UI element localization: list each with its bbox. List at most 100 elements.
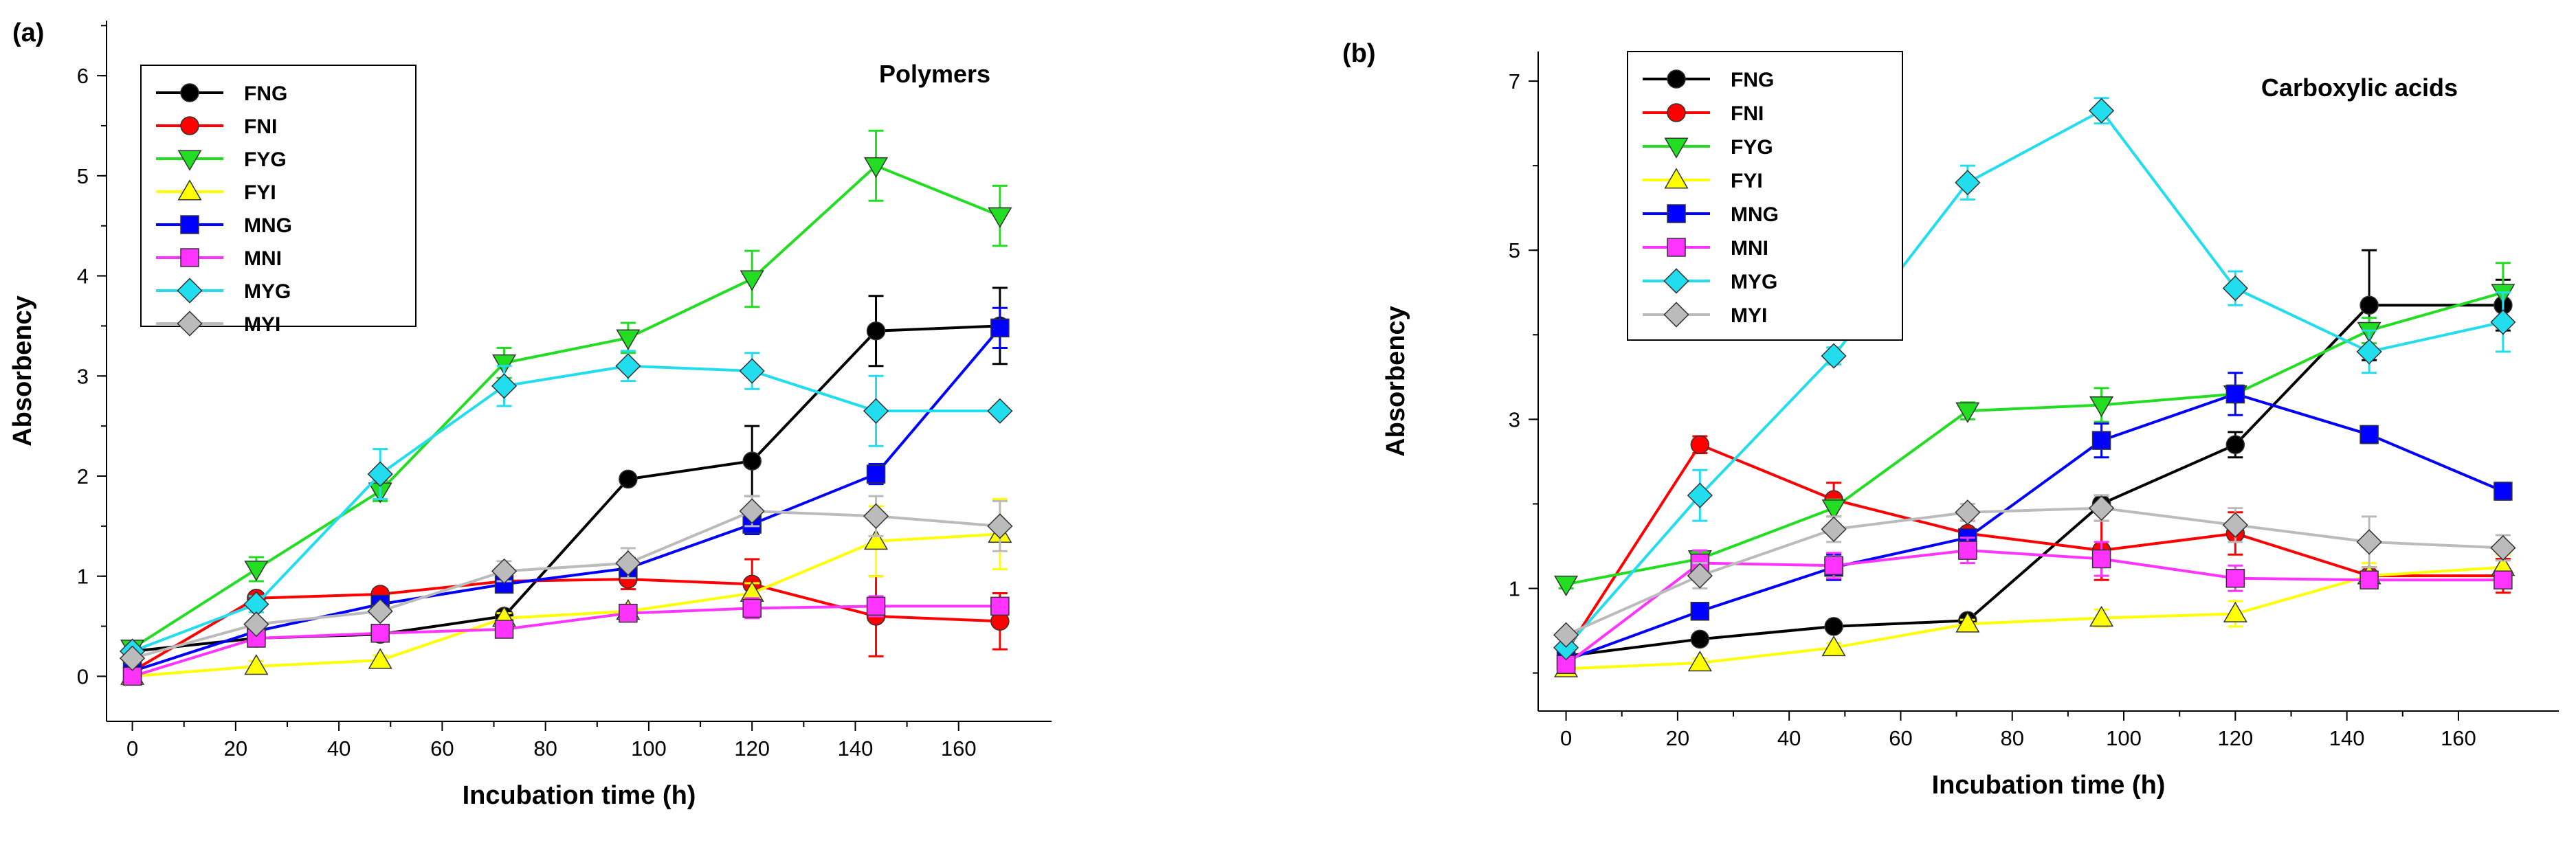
x-tick-label: 100 <box>2106 726 2142 750</box>
y-tick-label: 5 <box>1509 238 1520 262</box>
data-point <box>867 322 885 340</box>
x-tick-label: 120 <box>2217 726 2253 750</box>
data-point <box>1691 630 1709 648</box>
chart-title: Carboxylic acids <box>2261 74 2458 102</box>
legend-marker <box>1667 238 1685 256</box>
y-axis-label: Absorbency <box>1381 306 1410 457</box>
x-tick-label: 40 <box>1777 726 1801 750</box>
data-point <box>1555 576 1577 596</box>
x-tick-label: 40 <box>327 736 351 760</box>
legend-label: MNI <box>244 247 282 270</box>
legend-label: MYI <box>1731 304 1767 327</box>
legend-label: MNG <box>1731 203 1779 226</box>
legend-marker <box>181 84 199 102</box>
y-axis-label: Absorbency <box>8 295 37 447</box>
data-point <box>1691 436 1709 453</box>
data-point <box>864 399 888 423</box>
chart-panel-a: (a)0 20 40 60 80 100 120 140 1600123456Incubatio… <box>0 0 1278 845</box>
x-tick-label: 60 <box>430 736 454 760</box>
legend-marker <box>1667 104 1685 122</box>
legend-label: FYG <box>244 148 287 171</box>
data-point <box>1955 170 1979 194</box>
data-point <box>989 207 1012 227</box>
x-tick-label: 140 <box>2329 726 2365 750</box>
data-point <box>2223 276 2247 300</box>
legend-marker <box>181 216 199 234</box>
legend-label: MNI <box>1731 237 1768 260</box>
y-tick-label: 2 <box>77 464 89 488</box>
chart-panel-b: (b)0 20 40 60 80 100 120 140 1601357Incubation t… <box>1339 0 2576 845</box>
data-point <box>1955 500 1979 524</box>
legend-label: MNG <box>244 214 292 237</box>
data-point <box>2226 570 2244 587</box>
data-point <box>867 597 885 615</box>
legend-marker <box>1667 70 1685 88</box>
data-point <box>2360 571 2378 589</box>
data-point <box>1822 517 1846 541</box>
data-point <box>991 319 1009 337</box>
y-tick-label: 3 <box>1509 407 1520 431</box>
data-point <box>616 354 640 378</box>
legend-label: FNG <box>244 82 287 105</box>
legend-marker <box>181 117 199 135</box>
data-point <box>740 359 764 383</box>
x-axis-label: Incubation time (h) <box>463 781 696 810</box>
y-tick-label: 3 <box>77 364 89 388</box>
y-tick-label: 6 <box>77 64 89 88</box>
y-tick-label: 5 <box>77 164 89 188</box>
x-tick-label: 140 <box>838 736 874 760</box>
y-tick-label: 1 <box>77 565 89 589</box>
data-point <box>2089 99 2113 123</box>
data-point <box>619 605 637 622</box>
data-point <box>2226 436 2244 453</box>
data-point <box>743 599 761 617</box>
data-point <box>741 271 764 290</box>
data-point <box>2093 550 2111 567</box>
data-point <box>371 624 389 642</box>
panel-label: (b) <box>1342 39 1376 68</box>
data-point <box>492 374 516 398</box>
data-point <box>2360 296 2378 314</box>
data-point <box>1825 556 1843 574</box>
legend-label: FNI <box>1731 102 1764 125</box>
legend-label: FYI <box>244 181 276 204</box>
data-point <box>1691 602 1709 620</box>
x-tick-label: 120 <box>734 736 770 760</box>
x-tick-label: 160 <box>2441 726 2476 750</box>
data-point <box>1957 403 1979 422</box>
data-point <box>2226 385 2244 403</box>
data-point <box>867 465 885 483</box>
data-point <box>743 452 761 470</box>
data-point <box>2491 536 2515 560</box>
x-tick-label: 80 <box>533 736 557 760</box>
data-point <box>619 470 637 488</box>
x-tick-label: 20 <box>224 736 247 760</box>
data-point <box>2360 426 2378 444</box>
x-tick-label: 100 <box>631 736 667 760</box>
legend-label: MYI <box>244 313 280 336</box>
data-point <box>864 504 888 528</box>
data-point <box>2494 482 2512 500</box>
x-tick-label: 60 <box>1889 726 1912 750</box>
data-point <box>2357 339 2381 363</box>
data-point <box>2093 431 2111 449</box>
y-tick-label: 7 <box>1509 69 1520 93</box>
legend-label: FNG <box>1731 69 1774 91</box>
x-axis-label: Incubation time (h) <box>1932 771 2166 800</box>
x-tick-label: 160 <box>941 736 977 760</box>
x-tick-label: 20 <box>1666 726 1689 750</box>
y-tick-label: 4 <box>77 264 89 289</box>
legend: FNG FNI FYG FYI MNG MNI MYG MYI <box>1628 52 1902 340</box>
legend-label: MYG <box>244 280 291 303</box>
legend-label: MYG <box>1731 271 1777 293</box>
data-point <box>245 561 268 581</box>
legend-label: FNI <box>244 115 277 138</box>
legend-marker <box>181 249 199 267</box>
data-point <box>1959 541 1977 559</box>
y-tick-label: 1 <box>1509 577 1520 601</box>
panel-label: (a) <box>12 19 44 47</box>
legend: FNG FNI FYG FYI MNG MNI MYG MYI <box>141 65 416 336</box>
data-point <box>2491 310 2515 334</box>
data-point <box>2357 530 2381 554</box>
x-tick-label: 0 <box>126 736 138 760</box>
